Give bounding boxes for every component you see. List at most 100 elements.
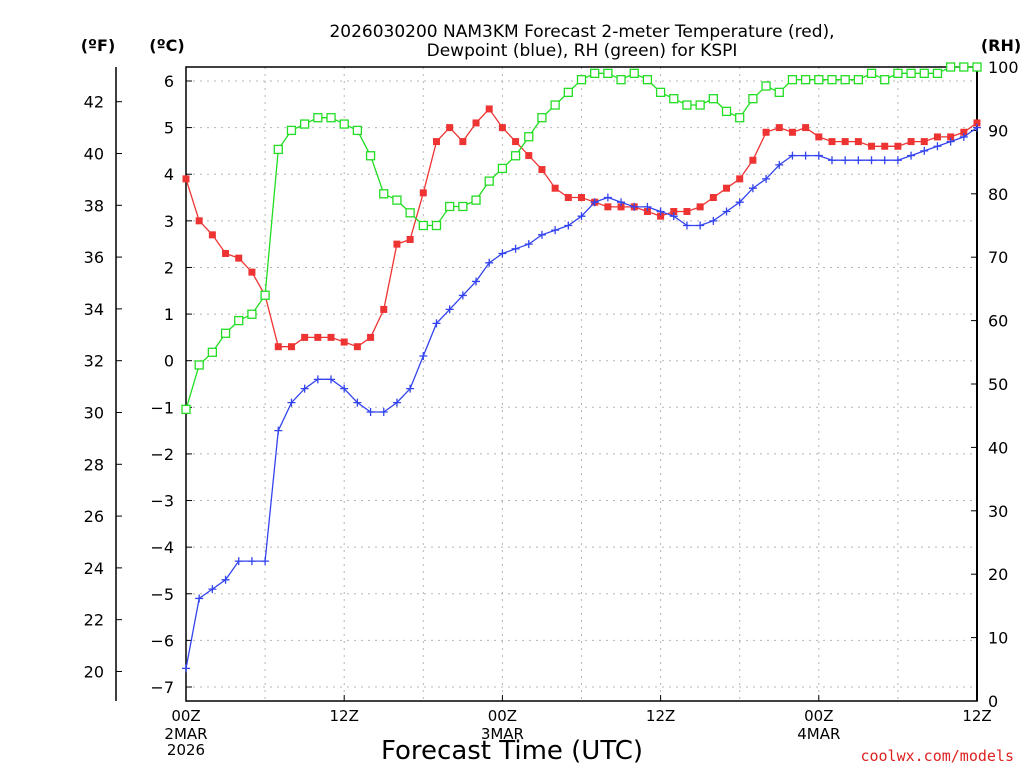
dewpoint-point bbox=[537, 230, 546, 239]
dewpoint-point bbox=[551, 226, 560, 235]
celsius-tick-label: 3 bbox=[164, 212, 174, 231]
celsius-tick-label: −7 bbox=[150, 678, 174, 697]
dewpoint-point bbox=[735, 198, 744, 207]
rh-tick-label: 20 bbox=[988, 565, 1008, 584]
rh-point bbox=[800, 75, 811, 85]
2-meter-temperature-point bbox=[841, 138, 849, 146]
dewpoint-point bbox=[696, 221, 705, 230]
2-meter-temperature-point bbox=[287, 343, 295, 351]
dewpoint-point bbox=[656, 207, 665, 216]
celsius-tick-label: 2 bbox=[164, 258, 174, 277]
2-meter-temperature-point bbox=[933, 133, 941, 141]
2-meter-temperature-point bbox=[643, 208, 651, 216]
rh-tick-label: 60 bbox=[988, 312, 1008, 331]
2-meter-temperature-point bbox=[683, 208, 691, 216]
rh-point bbox=[299, 119, 310, 129]
dewpoint-point bbox=[208, 585, 217, 594]
rh-point bbox=[484, 176, 494, 186]
celsius-tick-label: −5 bbox=[150, 585, 174, 604]
fahrenheit-tick-label: 42 bbox=[84, 93, 104, 112]
celsius-tick-label: −4 bbox=[150, 538, 174, 557]
rh-point bbox=[392, 195, 402, 205]
dewpoint-point bbox=[498, 249, 507, 258]
fahrenheit-unit-label: (ºF) bbox=[81, 36, 116, 55]
celsius-unit-label: (ºC) bbox=[149, 36, 184, 55]
2-meter-temperature-point bbox=[459, 138, 467, 146]
2-meter-temperature-point bbox=[393, 240, 401, 248]
dewpoint-point bbox=[907, 151, 916, 160]
2-meter-temperature-point bbox=[195, 217, 203, 225]
rh-point bbox=[510, 151, 521, 161]
rh-unit-label: (RH) bbox=[981, 36, 1021, 55]
dewpoint-point bbox=[603, 193, 612, 202]
dewpoint-point bbox=[340, 384, 349, 393]
x-tick-label: 00Z bbox=[171, 707, 200, 725]
fahrenheit-tick-label: 38 bbox=[84, 196, 104, 215]
dewpoint-point bbox=[261, 557, 270, 566]
2-meter-temperature-point bbox=[973, 119, 981, 127]
rh-point bbox=[735, 113, 745, 123]
2-meter-temperature-point bbox=[248, 268, 256, 276]
x-tick-label: 12Z bbox=[646, 707, 675, 725]
dewpoint-point bbox=[762, 174, 771, 183]
rh-point bbox=[365, 151, 376, 161]
rh-point bbox=[339, 119, 349, 129]
2-meter-temperature-point bbox=[314, 333, 322, 341]
dewpoint-point bbox=[274, 426, 283, 435]
rh-point bbox=[655, 87, 666, 98]
fahrenheit-tick-label: 26 bbox=[84, 507, 104, 526]
2-meter-temperature-point bbox=[617, 203, 625, 211]
dewpoint-point bbox=[709, 216, 718, 225]
dewpoint-point bbox=[247, 557, 256, 566]
rh-point bbox=[616, 75, 626, 85]
2-meter-temperature-point bbox=[657, 212, 665, 220]
rh-point bbox=[695, 100, 705, 110]
chart-title-line2: Dewpoint (blue), RH (green) for KSPI bbox=[427, 41, 738, 61]
2-meter-temperature-point bbox=[736, 175, 744, 183]
dewpoint-point bbox=[973, 123, 981, 132]
rh-line bbox=[185, 66, 977, 410]
celsius-tick-label: −2 bbox=[150, 445, 174, 464]
dewpoint-point bbox=[221, 575, 230, 584]
2-meter-temperature-point bbox=[235, 254, 243, 262]
rh-point bbox=[932, 68, 943, 78]
rh-point bbox=[550, 100, 560, 110]
dewpoint-point bbox=[392, 398, 401, 407]
rh-point bbox=[537, 113, 547, 123]
rh-point bbox=[194, 360, 204, 370]
rh-point bbox=[774, 87, 784, 98]
dewpoint-point bbox=[946, 137, 955, 146]
2-meter-temperature-point bbox=[564, 194, 572, 202]
celsius-tick-label: 6 bbox=[164, 72, 174, 91]
rh-point bbox=[445, 201, 455, 212]
rh-point bbox=[682, 100, 692, 110]
rh-tick-label: 30 bbox=[988, 502, 1008, 521]
2-meter-temperature-point bbox=[472, 119, 480, 127]
x-tick-label: 00Z bbox=[804, 707, 833, 725]
dewpoint-point bbox=[775, 160, 784, 169]
dewpoint-point bbox=[880, 156, 889, 165]
rh-point bbox=[959, 62, 969, 72]
celsius-tick-label: −6 bbox=[150, 631, 174, 650]
rh-point bbox=[379, 189, 389, 199]
fahrenheit-tick-label: 32 bbox=[84, 352, 104, 371]
rh-point bbox=[563, 87, 573, 98]
rh-point bbox=[721, 106, 732, 117]
dewpoint-point bbox=[590, 198, 599, 207]
x-tick-label: 12Z bbox=[962, 707, 991, 725]
dewpoint-point bbox=[893, 156, 902, 165]
series-rh bbox=[181, 62, 982, 415]
rh-point bbox=[497, 163, 508, 174]
credit-text: coolwx.com/models bbox=[860, 747, 1014, 765]
dewpoint-point bbox=[195, 594, 204, 603]
2-meter-temperature-point bbox=[960, 128, 968, 136]
2-meter-temperature-point bbox=[920, 138, 928, 146]
2-meter-temperature-point bbox=[815, 133, 823, 141]
rh-point bbox=[603, 68, 613, 78]
2-meter-temperature-point bbox=[512, 138, 520, 146]
dewpoint-point bbox=[722, 207, 731, 216]
rh-point bbox=[880, 75, 890, 85]
2-meter-temperature-point bbox=[446, 124, 454, 132]
2-meter-temperature-point bbox=[802, 124, 810, 132]
dewpoint-point bbox=[748, 184, 757, 193]
